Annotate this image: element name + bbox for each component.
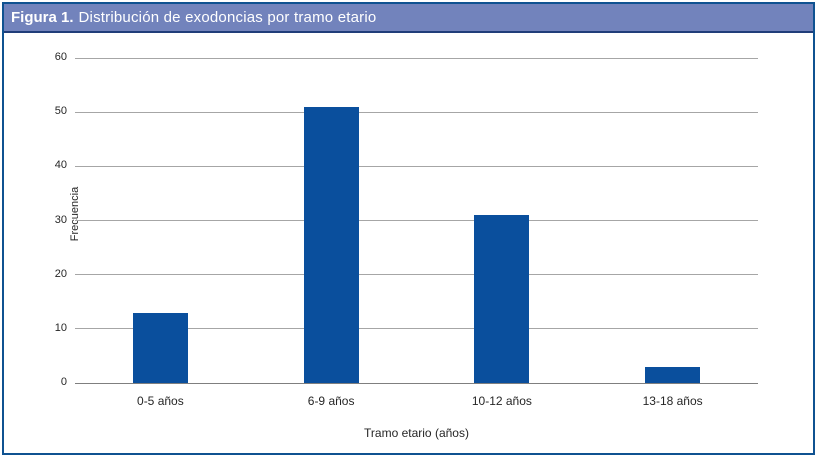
x-category-label: 10-12 años bbox=[471, 394, 532, 408]
gridline bbox=[75, 165, 758, 167]
gridline bbox=[75, 111, 758, 113]
x-category-label: 13-18 años bbox=[642, 394, 703, 408]
x-category-label: 6-9 años bbox=[307, 394, 355, 408]
bar bbox=[132, 312, 188, 383]
x-axis-line bbox=[75, 382, 758, 384]
figure-title: Distribución de exodoncias por tramo eta… bbox=[78, 9, 377, 26]
x-category-label: 0-5 años bbox=[137, 394, 184, 408]
y-axis-title: Frecuencia bbox=[69, 186, 81, 242]
bar bbox=[645, 366, 701, 383]
figure-header: Figura 1. Distribución de exodoncias por … bbox=[4, 4, 813, 33]
y-tick-label: 20 bbox=[54, 267, 67, 280]
bar bbox=[303, 106, 359, 383]
gridline bbox=[75, 220, 758, 221]
x-axis-title: Tramo etario (años) bbox=[364, 426, 469, 440]
y-tick-label: 40 bbox=[54, 159, 67, 172]
y-tick-label: 30 bbox=[54, 213, 67, 226]
y-tick-label: 0 bbox=[60, 376, 67, 388]
y-tick-label: 10 bbox=[54, 321, 67, 334]
gridline bbox=[75, 274, 758, 276]
gridline bbox=[75, 328, 758, 330]
y-tick-label: 50 bbox=[54, 105, 67, 118]
bar bbox=[474, 215, 530, 383]
gridline bbox=[75, 57, 758, 59]
y-tick-label: 60 bbox=[54, 51, 67, 63]
plot-area: Frecuencia 0 10 20 30 40 50 60 0-5 años 6-9 años… bbox=[55, 51, 758, 408]
figure-number: Figura 1. bbox=[11, 9, 74, 26]
